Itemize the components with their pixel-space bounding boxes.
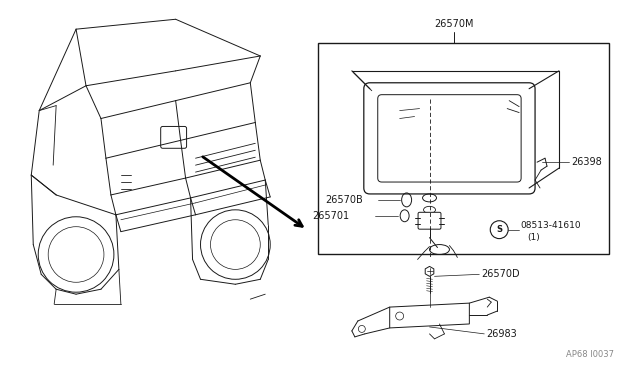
- Text: S: S: [496, 225, 502, 234]
- Text: 08513-41610: 08513-41610: [520, 221, 580, 230]
- Text: 26570D: 26570D: [481, 269, 520, 279]
- Text: 26983: 26983: [486, 329, 517, 339]
- Text: 26570M: 26570M: [435, 19, 474, 29]
- Polygon shape: [390, 303, 469, 328]
- Text: 26570B: 26570B: [325, 195, 363, 205]
- Text: (1): (1): [527, 233, 540, 242]
- Text: AP68 I0037: AP68 I0037: [566, 350, 614, 359]
- Bar: [318, 43, 609, 254]
- Text: 26398: 26398: [571, 157, 602, 167]
- Text: 265701: 265701: [312, 211, 349, 221]
- FancyBboxPatch shape: [418, 212, 441, 229]
